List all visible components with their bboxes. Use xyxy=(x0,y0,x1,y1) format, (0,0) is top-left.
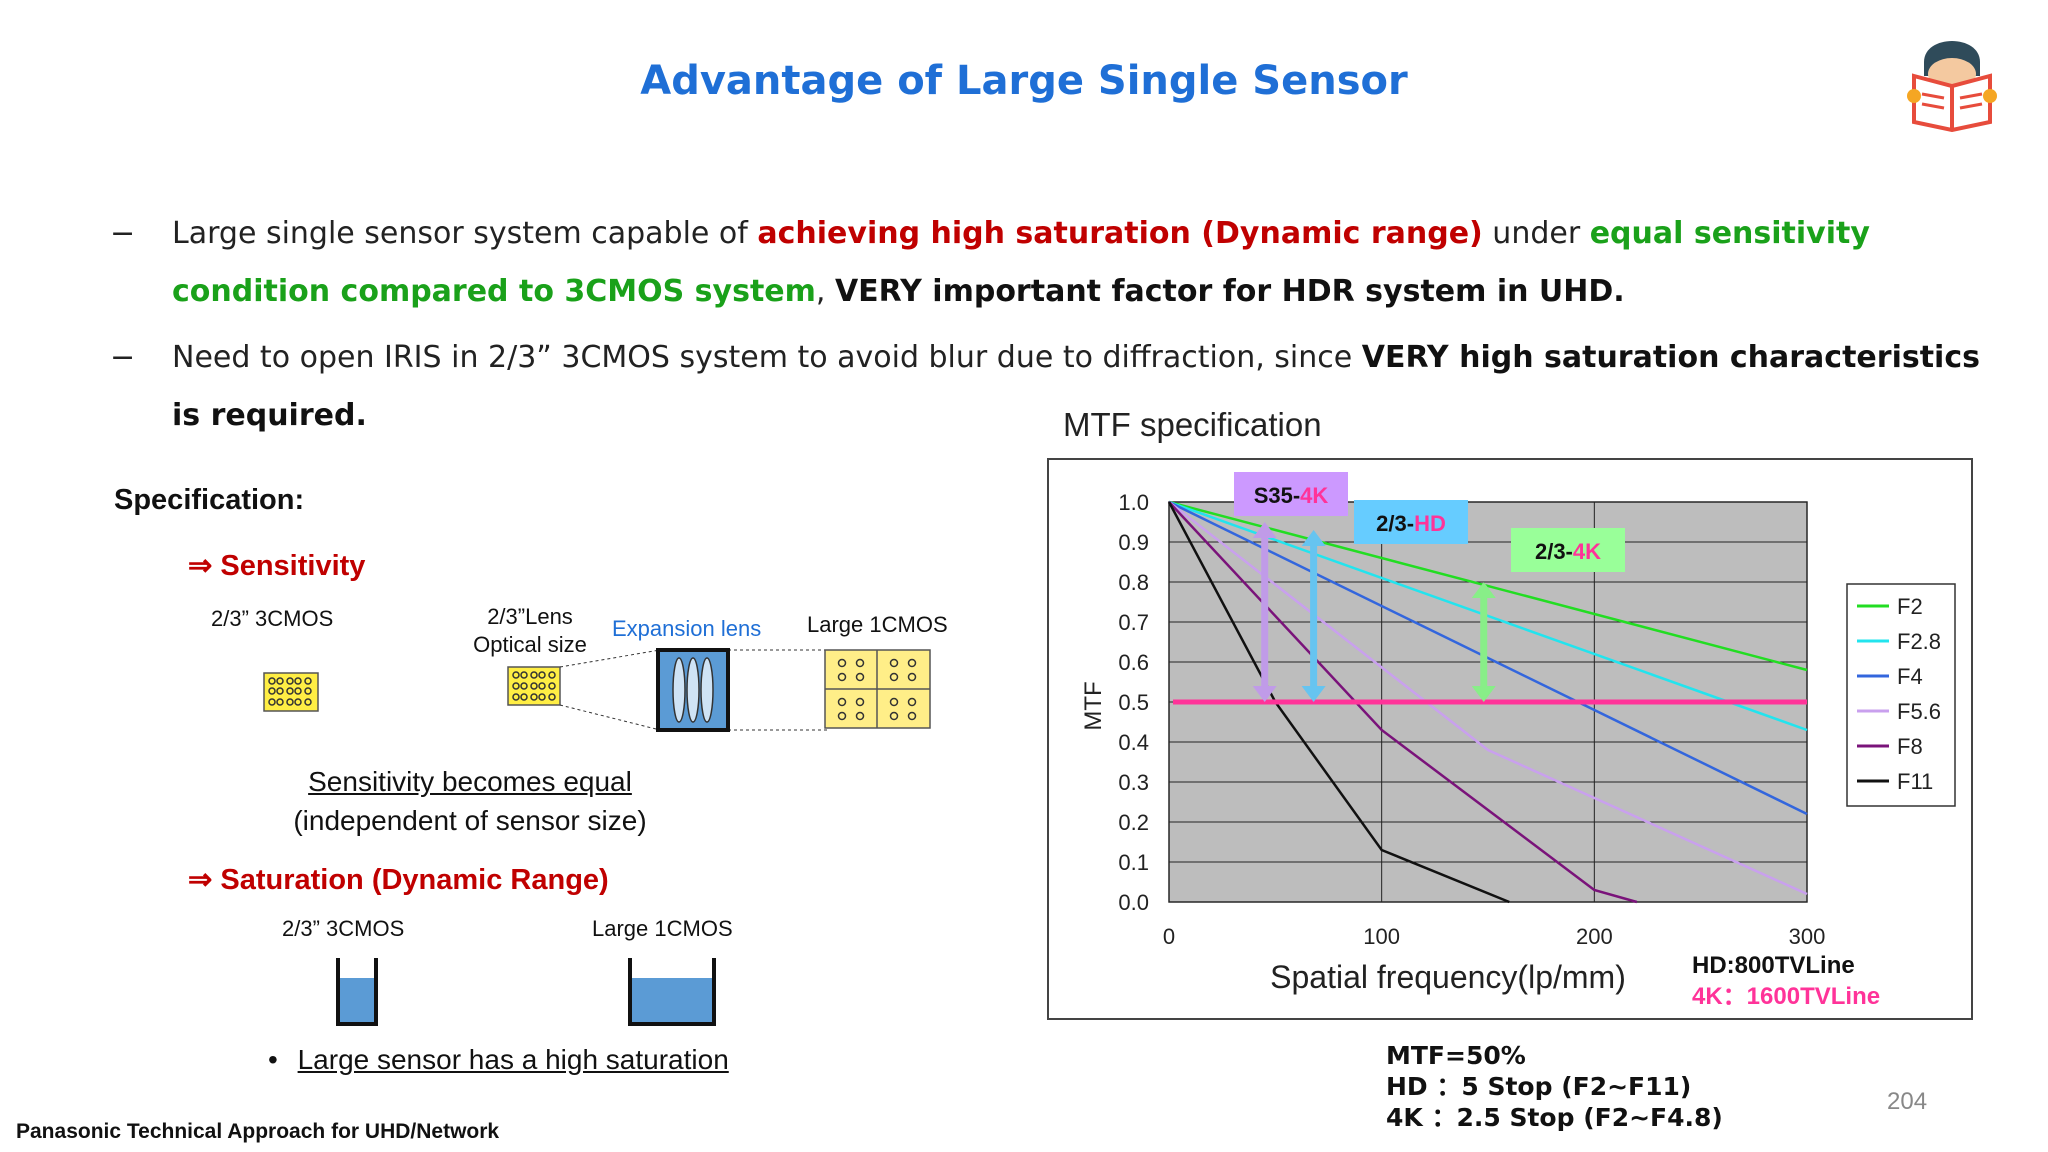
x-tick-label: 100 xyxy=(1363,924,1400,949)
mtf-note-line1: MTF=50% xyxy=(1386,1041,1526,1070)
y-tick-label: 0.2 xyxy=(1118,810,1149,835)
saturation-diagram xyxy=(330,950,730,1030)
marker-label-box xyxy=(1354,500,1468,544)
footer-text: Panasonic Technical Approach for UHD/Net… xyxy=(16,1120,500,1143)
large-sensor-1cmos xyxy=(824,649,931,729)
saturation-heading: ⇒ Saturation (Dynamic Range) xyxy=(188,864,609,896)
y-tick-label: 0.8 xyxy=(1118,570,1149,595)
marker-arrow-head-down xyxy=(1252,686,1277,702)
bullet-dash: − xyxy=(110,216,136,251)
marker-label-box xyxy=(1511,528,1625,572)
y-tick-label: 0.0 xyxy=(1118,890,1149,915)
y-tick-label: 0.4 xyxy=(1118,730,1149,755)
label-lens-line1: 2/3”Lens xyxy=(487,604,573,629)
expansion-lens-icon xyxy=(656,648,730,732)
highlight-green: equal sensitivity condition compared to … xyxy=(172,216,1870,309)
bullet-list: − Large single sensor system capable of … xyxy=(110,205,1980,445)
saturation-bullet: • xyxy=(268,1044,278,1075)
small-sensor-lens xyxy=(507,666,561,706)
marker-arrow-head-up xyxy=(1252,522,1277,538)
series-line-F8 xyxy=(1168,501,1638,904)
y-tick-label: 0.5 xyxy=(1118,690,1149,715)
label-lens-line2: Optical size xyxy=(473,632,587,657)
bullet-text: under xyxy=(1482,216,1590,251)
y-tick-label: 0.3 xyxy=(1118,770,1149,795)
saturation-note-text: Large sensor has a high saturation xyxy=(297,1044,729,1075)
legend-entry: F5.6 xyxy=(1897,699,1941,724)
sat-label-3cmos: 2/3” 3CMOS xyxy=(282,916,405,941)
sensitivity-diagram xyxy=(250,640,950,740)
equal-note-line1: Sensitivity becomes equal xyxy=(308,766,632,797)
y-tick-label: 0.6 xyxy=(1118,650,1149,675)
bullet-text: Large single sensor system capable of xyxy=(172,216,758,251)
x-tick-label: 300 xyxy=(1789,924,1826,949)
mtf-note-line3: 4K ：2.5 Stop (F2~F4.8) xyxy=(1386,1103,1723,1132)
resolution-note: HD:800TVLine 4K：1600TVLine xyxy=(1692,950,1880,1012)
y-tick-label: 0.7 xyxy=(1118,610,1149,635)
small-sensor-3cmos xyxy=(263,672,319,712)
bullet-2: − Need to open IRIS in 2/3” 3CMOS system… xyxy=(110,329,1980,445)
bullet-dash: − xyxy=(110,340,136,375)
equal-note: Sensitivity becomes equal (independent o… xyxy=(270,762,670,840)
x-axis-label: Spatial frequency(lp/mm) xyxy=(1270,959,1626,995)
marker-arrow-head-up xyxy=(1301,530,1326,546)
marker-arrow-head-down xyxy=(1301,686,1326,702)
marker-label: 2/3-HD xyxy=(1376,511,1446,536)
x-tick-label: 200 xyxy=(1576,924,1613,949)
resolution-4k: 4K：1600TVLine xyxy=(1692,983,1881,1010)
mtf-title: MTF specification xyxy=(1063,406,1322,443)
highlight-red: achieving high saturation (Dynamic range… xyxy=(757,216,1483,251)
y-axis-label: MTF xyxy=(1080,681,1107,730)
bullet-1: − Large single sensor system capable of … xyxy=(110,205,1980,321)
y-tick-label: 0.9 xyxy=(1118,530,1149,555)
mtf-chart: 0.0 0.1 0.2 0.3 0.4 0.5 0.6 0.7 0.8 0.9 1.0 0 100 200… xyxy=(1080,472,1956,995)
series-line-F5-6 xyxy=(1168,501,1808,896)
slide-title: Advantage of Large Single Sensor xyxy=(640,58,1408,104)
marker-label-box xyxy=(1234,472,1348,516)
label-lens: 2/3”Lens Optical size xyxy=(470,603,590,659)
mtf-note-line2: HD ：5 Stop (F2~F11) xyxy=(1386,1072,1692,1101)
legend-entry: F2 xyxy=(1897,594,1923,619)
marker-arrow-head-up xyxy=(1471,582,1496,598)
series-line-F11 xyxy=(1167,501,1510,904)
highlight-bold: VERY high saturation characteristics is … xyxy=(172,340,1980,433)
sat-label-large: Large 1CMOS xyxy=(592,916,733,941)
marker-label: S35-4K xyxy=(1254,483,1329,508)
sensitivity-heading: ⇒ Sensitivity xyxy=(188,550,366,582)
page-number: 204 xyxy=(1887,1088,1928,1115)
spec-heading: Specification: xyxy=(114,484,305,516)
label-large-1cmos: Large 1CMOS xyxy=(807,612,948,637)
series-line-F4 xyxy=(1168,500,1808,816)
series-line-F2-8 xyxy=(1168,500,1808,732)
highlight-bold: VERY important factor for HDR system in … xyxy=(834,274,1625,309)
label-3cmos: 2/3” 3CMOS xyxy=(211,606,334,631)
resolution-hd: HD:800TVLine xyxy=(1692,952,1855,979)
legend-entry: F2.8 xyxy=(1897,629,1941,654)
legend-box xyxy=(1846,583,1956,807)
bullet-text: , xyxy=(815,274,835,309)
series-line-F2 xyxy=(1168,500,1808,672)
equal-note-line2: (independent of sensor size) xyxy=(293,805,647,836)
mtf-note: MTF=50% HD ：5 Stop (F2~F11) 4K ：2.5 Stop… xyxy=(1386,1040,1723,1133)
marker-label: 2/3-4K xyxy=(1535,539,1601,564)
large-bucket-icon xyxy=(628,958,716,1026)
small-bucket-icon xyxy=(336,958,378,1026)
legend-entry: F4 xyxy=(1897,664,1923,689)
bullet-text: Need to open IRIS in 2/3” 3CMOS system t… xyxy=(172,340,1362,375)
x-tick-label: 0 xyxy=(1163,924,1175,949)
saturation-note: • Large sensor has a high saturation xyxy=(268,1044,729,1076)
y-tick-label: 1.0 xyxy=(1118,490,1149,515)
legend-entry: F11 xyxy=(1897,769,1933,794)
label-expansion-lens: Expansion lens xyxy=(612,616,762,641)
legend-entry: F8 xyxy=(1897,734,1923,759)
y-tick-label: 0.1 xyxy=(1118,850,1149,875)
reader-logo-icon xyxy=(1904,24,2000,133)
marker-arrow-head-down xyxy=(1471,686,1496,702)
mtf-chart-frame: 0.0 0.1 0.2 0.3 0.4 0.5 0.6 0.7 0.8 0.9 1.0 0 100 200… xyxy=(1047,458,1973,1020)
